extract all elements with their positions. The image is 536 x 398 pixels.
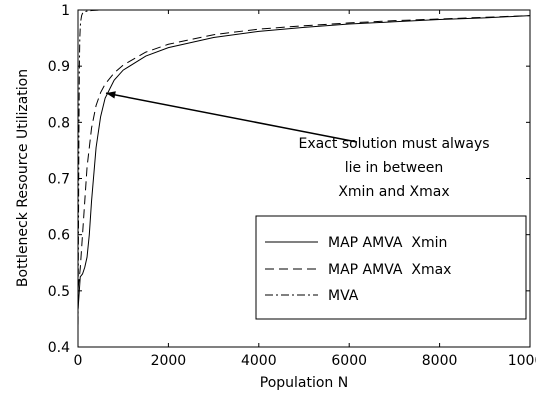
y-tick-label: 0.9 [48, 59, 70, 75]
annotation-arrow-shaft [105, 92, 358, 143]
annotation-line-1: Exact solution must always [298, 136, 489, 152]
series-line-2 [77, 15, 531, 289]
annotation [105, 91, 358, 143]
legend-box [255, 215, 527, 320]
y-tick-label: 0.4 [48, 340, 70, 356]
x-tick-label: 8000 [422, 353, 458, 369]
y-tick-label: 0.5 [48, 284, 70, 300]
x-tick-label: 0 [74, 353, 83, 369]
x-tick-label: 2000 [151, 353, 187, 369]
legend: MAP AMVA Xmin MAP AMVA Xmax MVA [255, 215, 527, 320]
series-lines [77, 9, 531, 325]
legend-label-xmax: MAP AMVA Xmax [328, 262, 451, 278]
annotation-line-2: lie in between [345, 160, 444, 176]
x-tick-label: 4000 [241, 353, 277, 369]
axis-ticks: 0 2000 4000 6000 8000 10000 0.4 0.5 0.6 0.7 0.8 0.9… [48, 3, 536, 369]
y-axis-label: Bottleneck Resource Utilization [15, 69, 31, 287]
x-axis-label: Population N [260, 375, 348, 391]
y-tick-label: 0.8 [48, 115, 70, 131]
x-tick-label: 10000 [508, 353, 536, 369]
series-line-3 [77, 9, 530, 325]
annotation-line-3: Xmin and Xmax [338, 184, 449, 200]
y-tick-label: 0.7 [48, 172, 70, 188]
legend-label-mva: MVA [328, 288, 359, 304]
x-tick-label: 6000 [331, 353, 367, 369]
series-line-1 [77, 15, 531, 310]
annotation-arrow-head [106, 91, 116, 99]
y-tick-label: 0.6 [48, 228, 70, 244]
legend-label-xmin: MAP AMVA Xmin [328, 235, 447, 251]
y-tick-label: 1 [61, 3, 70, 19]
